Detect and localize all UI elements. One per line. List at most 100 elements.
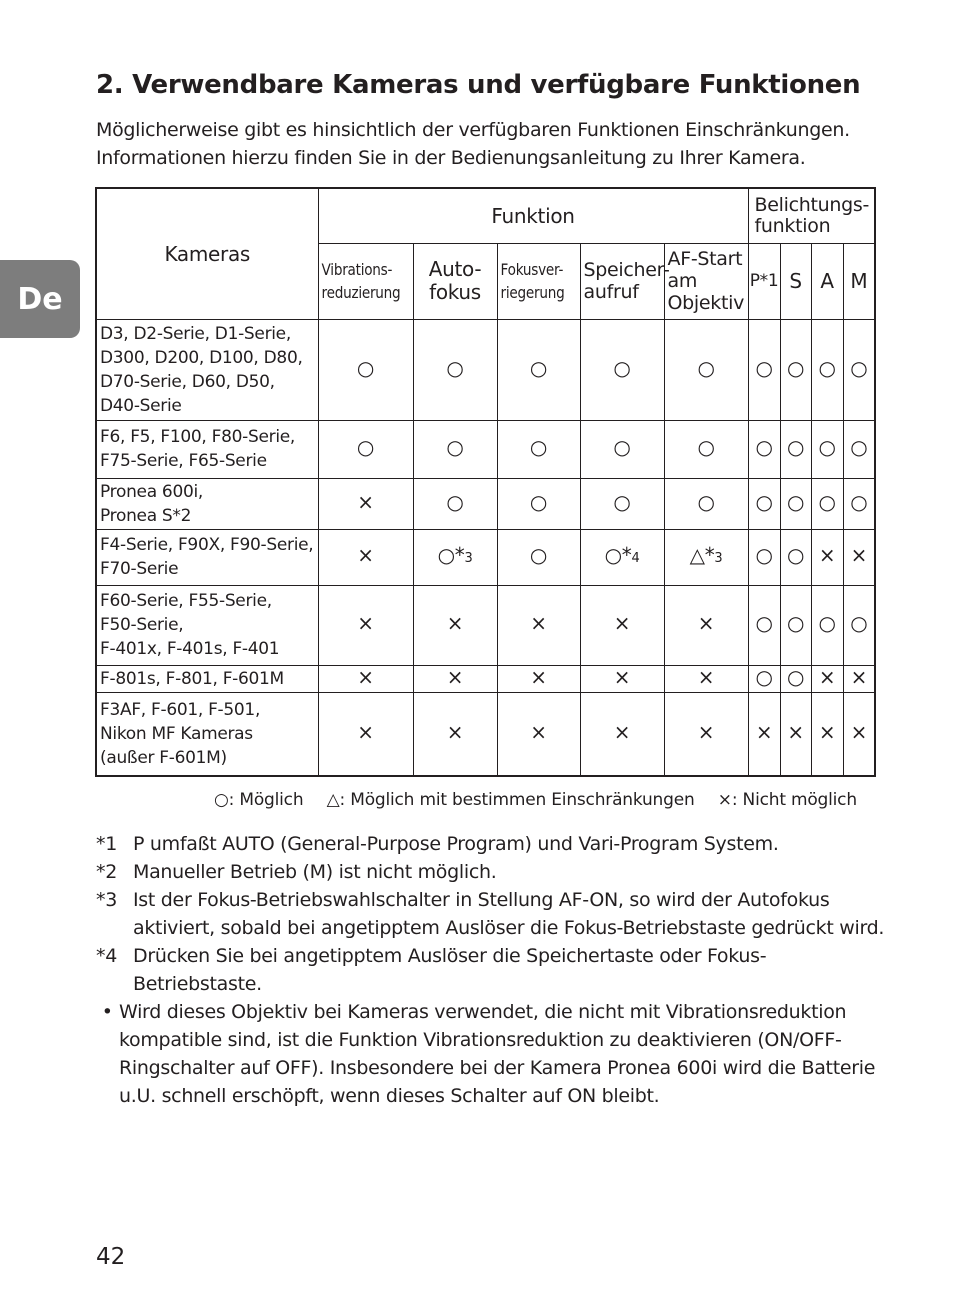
cross-icon: ×	[530, 719, 547, 744]
compat-cell: ○	[779, 318, 812, 421]
circle-icon: ○	[850, 435, 868, 459]
footnote-key: *2	[96, 861, 117, 883]
circle-icon: ○	[755, 611, 773, 635]
compat-cell: ×	[810, 664, 844, 693]
page-number: 42	[96, 1244, 126, 1270]
compat-cell: ×	[842, 664, 876, 693]
compat-cell: ×	[317, 664, 414, 693]
circle-icon: ○	[755, 489, 773, 514]
camera-cell: F60-Serie, F55-Serie, F50-Serie, F-401x, F…	[95, 584, 319, 666]
cross-icon: ×	[357, 664, 374, 689]
footnote-text: Drücken Sie bei angetipptem Auslöser die…	[133, 945, 767, 995]
text-line: Belichtungs-	[754, 193, 870, 216]
camera-line: F-801s, F-801, F-601M	[100, 668, 284, 689]
compat-cell: ○	[779, 528, 812, 586]
camera-line: F75-Serie, F65-Serie	[100, 451, 267, 471]
compat-cell: ○*3	[412, 528, 498, 586]
compat-cell: ○	[412, 419, 498, 479]
camera-line: F70-Serie	[100, 559, 179, 579]
compat-cell: ×	[810, 528, 844, 586]
footnote-key: •	[96, 1001, 113, 1023]
circle-icon: ○	[818, 611, 836, 635]
camera-line: F3AF, F-601, F-501,	[100, 699, 261, 720]
compat-cell: ○	[579, 419, 665, 479]
footnote: • Wird dieses Objektiv bei Kameras verwen…	[96, 998, 886, 1110]
footnote-text: Wird dieses Objektiv bei Kameras verwend…	[119, 1001, 876, 1107]
camera-line: D3, D2-Serie, D1-Serie,	[100, 323, 291, 344]
circle-icon: ○	[850, 355, 868, 380]
compat-cell: ○	[810, 584, 844, 666]
text-line: S	[789, 268, 802, 293]
circle-icon: ○	[697, 489, 715, 514]
circle-icon: ○	[786, 664, 805, 689]
camera-cell: F6, F5, F100, F80-Serie, F75-Serie, F65-S…	[95, 419, 319, 479]
table-row: F60-Serie, F55-Serie, F50-Serie, F-401x, F…	[95, 584, 876, 666]
section-title: 2. Verwendbare Kameras und verfügbare Fu…	[96, 70, 861, 100]
compat-cell: ○	[747, 318, 781, 421]
cross-icon: ×	[818, 664, 836, 689]
compat-cell: ○	[842, 584, 876, 666]
text-line: am	[667, 270, 698, 292]
footnote-text: Manueller Betrieb (M) ist nicht möglich.	[133, 861, 497, 883]
circle-icon: ○*4	[604, 543, 640, 567]
cross-icon: ×	[787, 719, 804, 744]
header-row: Kameras Funktion Belichtungs-funktion	[95, 187, 876, 320]
compat-cell: ○	[747, 528, 781, 586]
compat-cell: ○	[842, 477, 876, 530]
intro-line: Möglicherweise gibt es hinsichtlich der …	[96, 119, 850, 141]
footnote: *4 Drücken Sie bei angetipptem Auslöser d…	[96, 942, 886, 998]
camera-cell: F-801s, F-801, F-601M	[95, 664, 319, 693]
cross-icon: ×	[850, 664, 868, 689]
camera-line: Pronea 600i,	[100, 481, 203, 502]
compat-cell: ○	[496, 318, 581, 421]
legend-not-possible: ×: Nicht möglich	[717, 790, 857, 810]
circle-icon: ○	[613, 489, 631, 514]
circle-icon: ○*3	[437, 543, 473, 567]
cross-icon: ×	[446, 611, 464, 635]
camera-line: F4-Serie, F90X, F90-Serie,	[100, 535, 314, 555]
compat-cell: ○	[317, 419, 414, 479]
compat-cell: ×	[842, 691, 876, 777]
compat-cell: ×	[663, 691, 749, 777]
compat-cell: ○	[779, 477, 812, 530]
compat-cell: ×	[412, 691, 498, 777]
circle-icon: ○	[446, 355, 464, 380]
cross-icon: ×	[530, 611, 547, 635]
cameras-header: Kameras	[95, 187, 319, 320]
circle-icon: ○	[818, 435, 836, 459]
cross-icon: ×	[357, 611, 374, 635]
subheader-cell: Auto-fokus	[412, 242, 498, 320]
cross-icon: ×	[697, 611, 715, 635]
compat-cell: ○*4	[579, 528, 665, 586]
cross-icon: ×	[530, 664, 547, 689]
compat-cell: ×	[317, 528, 414, 586]
footnote: *2 Manueller Betrieb (M) ist nicht möglic…	[96, 858, 886, 886]
circle-icon: ○	[818, 489, 836, 514]
text-line: fokus	[429, 280, 481, 304]
camera-line: D40-Serie	[100, 395, 182, 416]
footnotes: *1 P umfaßt AUTO (General-Purpose Program…	[96, 830, 886, 1110]
intro-text: Möglicherweise gibt es hinsichtlich der …	[96, 116, 850, 172]
circle-icon: ○	[356, 435, 375, 459]
compat-cell: ○	[810, 477, 844, 530]
subheader-cell: AF-Start am Objektiv	[663, 242, 749, 320]
compat-cell: ○	[842, 318, 876, 421]
circle-icon: ○	[529, 489, 548, 514]
circle-icon: ○	[613, 435, 631, 459]
text-line: A	[820, 268, 834, 293]
cross-icon: ×	[850, 719, 868, 744]
footnote-text: Ist der Fokus-Betriebswahlschalter in St…	[133, 889, 885, 939]
text-line: aufruf	[583, 281, 639, 303]
cross-icon: ×	[755, 719, 773, 744]
circle-icon: ○	[755, 543, 773, 567]
compat-cell: ×	[810, 691, 844, 777]
circle-icon: ○	[755, 355, 773, 380]
circle-icon: ○	[446, 435, 464, 459]
cross-icon: ×	[613, 611, 631, 635]
footnote: *1 P umfaßt AUTO (General-Purpose Program…	[96, 830, 886, 858]
compat-cell: ○	[496, 477, 581, 530]
circle-icon: ○	[786, 543, 805, 567]
footnote-key: *4	[96, 945, 117, 967]
compat-cell: ×	[579, 691, 665, 777]
